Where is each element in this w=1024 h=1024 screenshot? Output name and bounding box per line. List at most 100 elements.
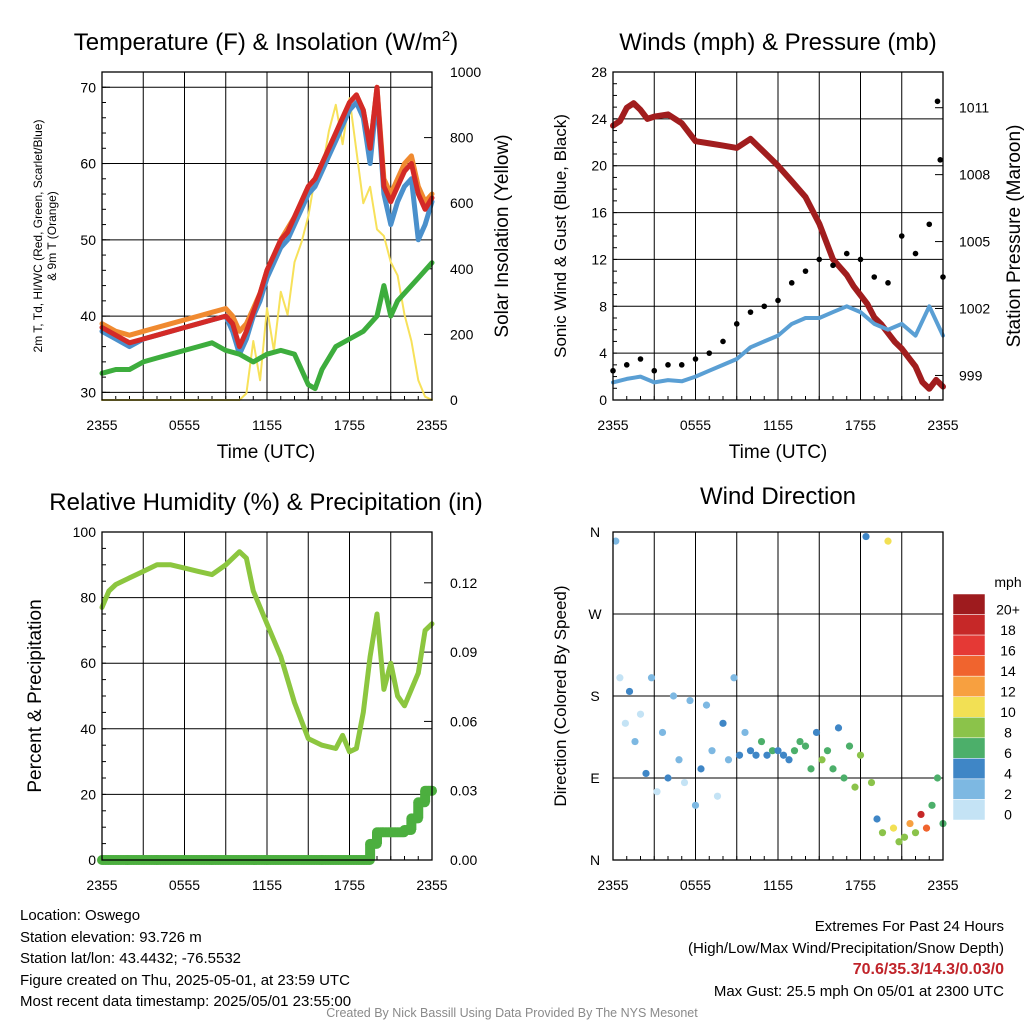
wdir-point bbox=[702, 701, 711, 709]
winds-gust-point bbox=[912, 250, 919, 257]
winds-gust-point bbox=[885, 280, 891, 286]
wdir-point bbox=[928, 801, 936, 809]
wdir-point bbox=[621, 719, 629, 727]
wdir-point bbox=[741, 728, 749, 737]
wdir-point bbox=[801, 742, 810, 750]
colorbar-label: 18 bbox=[1000, 622, 1016, 638]
temp-xlabel: Time (UTC) bbox=[217, 442, 316, 463]
temp-title: Temperature (F) & Insolation (W/m2) bbox=[74, 28, 458, 56]
wdir-point bbox=[818, 756, 826, 764]
winds-gust-point bbox=[871, 274, 878, 280]
colorbar-swatch bbox=[952, 593, 986, 615]
wdir-point bbox=[612, 537, 620, 545]
winds-xlabel: Time (UTC) bbox=[729, 442, 828, 463]
winds-gust-point bbox=[720, 338, 726, 345]
temp-ytick-label: 50 bbox=[80, 232, 96, 248]
winds-gust-point bbox=[775, 297, 781, 304]
colorbar-swatch bbox=[952, 634, 986, 656]
wdir-ytick-label: W bbox=[588, 606, 602, 622]
wdir-ytick-label: N bbox=[590, 524, 600, 540]
temp-xtick-label: 1155 bbox=[252, 417, 282, 433]
colorbar-title: mph bbox=[994, 574, 1021, 590]
wdir-point bbox=[856, 751, 865, 759]
extremes-info: Extremes For Past 24 Hours (High/Low/Max… bbox=[688, 916, 1004, 1002]
winds-gust-point bbox=[802, 268, 809, 274]
wdir-point bbox=[713, 792, 722, 800]
winds-gust-point bbox=[733, 321, 740, 327]
wdir-point bbox=[708, 747, 716, 755]
wdir-point bbox=[895, 838, 903, 846]
wdir-point bbox=[675, 756, 683, 764]
rh-ytick-label: 0 bbox=[88, 852, 96, 868]
wdir-point bbox=[653, 788, 661, 796]
winds-gust-point bbox=[678, 362, 685, 368]
wdir-point bbox=[763, 751, 771, 759]
wind-direction-chart: N E S W N 2355 0555 1155 1755 2355 Wind Direction D… bbox=[551, 483, 1022, 893]
colorbar-swatch bbox=[952, 799, 986, 821]
wdir-point bbox=[873, 815, 881, 823]
temp-y2tick-label: 400 bbox=[450, 261, 474, 277]
rh-xtick-label: 2355 bbox=[86, 877, 117, 893]
wdir-point bbox=[686, 696, 694, 705]
wdir-ytick-label: N bbox=[590, 852, 600, 868]
wdir-point bbox=[840, 774, 848, 782]
colorbar-swatch bbox=[952, 675, 986, 697]
wdir-point bbox=[625, 687, 634, 696]
winds-y2tick-label: 1011 bbox=[959, 100, 989, 116]
temp-ylabel: 2m T, Td, HI/WC (Red, Green, Scarlet/Blu… bbox=[31, 120, 45, 353]
temp-ytick-label: 40 bbox=[80, 308, 96, 324]
wdir-point bbox=[933, 774, 942, 782]
colorbar-label: 12 bbox=[1000, 683, 1016, 699]
temp-y2tick-label: 0 bbox=[450, 392, 458, 408]
winds-xtick-label: 0555 bbox=[680, 417, 711, 433]
winds-gust-point bbox=[651, 367, 658, 374]
wdir-point bbox=[862, 532, 870, 541]
wdir-xtick-label: 2355 bbox=[927, 877, 958, 893]
winds-y2tick-label: 999 bbox=[959, 367, 983, 383]
wdir-point bbox=[669, 692, 678, 700]
wdir-point bbox=[647, 674, 656, 682]
wdir-point bbox=[889, 824, 898, 832]
humidity-chart: 0 20 40 60 80 100 0.00 0.03 0.06 0.09 0.12 2355 0555… bbox=[25, 489, 483, 893]
colorbar-label: 4 bbox=[1004, 766, 1012, 782]
temp-xtick-label: 1755 bbox=[334, 417, 365, 433]
winds-title: Winds (mph) & Pressure (mb) bbox=[619, 29, 936, 56]
wdir-point bbox=[680, 778, 689, 787]
colorbar-swatch bbox=[952, 696, 986, 718]
winds-gust-point bbox=[623, 362, 630, 368]
winds-ytick-label: 16 bbox=[591, 205, 607, 221]
winds-ytick-label: 20 bbox=[591, 158, 607, 174]
colorbar-swatch bbox=[952, 717, 986, 739]
location-text: Location: Oswego bbox=[20, 907, 141, 924]
colorbar-label: 0 bbox=[1004, 807, 1012, 823]
extremes-subtitle: (High/Low/Max Wind/Precipitation/Snow De… bbox=[688, 939, 1004, 957]
extremes-values: 70.6/35.3/14.3/0.03/0 bbox=[852, 961, 1004, 978]
winds-gust-point bbox=[706, 350, 713, 356]
wdir-point bbox=[785, 756, 793, 764]
colorbar-swatch bbox=[952, 614, 986, 636]
temp-y2tick-label: 1000 bbox=[450, 64, 481, 80]
winds-xtick-label: 2355 bbox=[927, 417, 958, 433]
winds-y2tick-label: 1002 bbox=[959, 301, 990, 317]
temp-y2tick-label: 600 bbox=[450, 195, 474, 211]
colorbar-label: 10 bbox=[1000, 704, 1016, 720]
wdir-point bbox=[616, 674, 624, 682]
colorbar-swatch bbox=[952, 737, 986, 759]
wdir-point bbox=[768, 747, 777, 755]
winds-ytick-label: 12 bbox=[591, 251, 607, 267]
wdir-point bbox=[724, 756, 733, 764]
winds-series-1 bbox=[611, 304, 945, 385]
wdir-point bbox=[730, 674, 738, 682]
winds-gust-point bbox=[898, 233, 905, 239]
winds-gust-point bbox=[937, 157, 944, 163]
colorbar-label: 8 bbox=[1004, 725, 1012, 741]
winds-ytick-label: 4 bbox=[599, 345, 607, 361]
winds-y2label: Station Pressure (Maroon) bbox=[1004, 125, 1024, 348]
recent-text: Most recent data timestamp: 2025/05/01 2… bbox=[20, 993, 352, 1010]
wdir-point bbox=[735, 751, 744, 759]
wdir-point bbox=[691, 801, 700, 809]
winds-ytick-label: 28 bbox=[591, 64, 607, 80]
winds-gust-point bbox=[665, 362, 671, 368]
rh-ylabel: Percent & Precipitation bbox=[25, 599, 46, 792]
latlon-text: Station lat/lon: 43.4432; -76.5532 bbox=[20, 950, 242, 967]
